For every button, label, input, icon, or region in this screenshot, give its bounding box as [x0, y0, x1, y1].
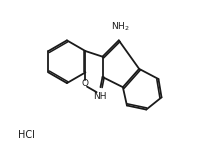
Text: O: O: [82, 79, 88, 88]
Text: HCl: HCl: [18, 130, 35, 140]
Text: NH: NH: [92, 92, 106, 101]
Text: NH$_2$: NH$_2$: [110, 20, 128, 33]
